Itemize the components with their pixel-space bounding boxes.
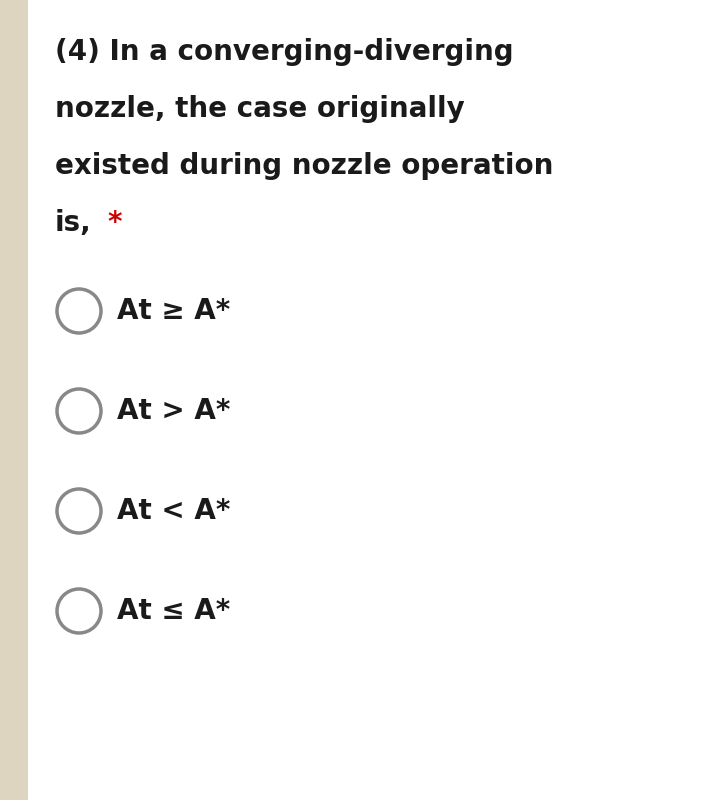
Text: existed during nozzle operation: existed during nozzle operation xyxy=(55,152,553,180)
Text: At ≥ A*: At ≥ A* xyxy=(117,297,230,325)
Text: At < A*: At < A* xyxy=(117,497,230,525)
Text: At ≤ A*: At ≤ A* xyxy=(117,597,230,625)
Text: At > A*: At > A* xyxy=(117,397,230,425)
Bar xyxy=(0,0,28,800)
Text: *: * xyxy=(107,209,122,237)
Text: (4) In a converging-diverging: (4) In a converging-diverging xyxy=(55,38,513,66)
Text: nozzle, the case originally: nozzle, the case originally xyxy=(55,95,465,123)
Text: is,: is, xyxy=(55,209,92,237)
